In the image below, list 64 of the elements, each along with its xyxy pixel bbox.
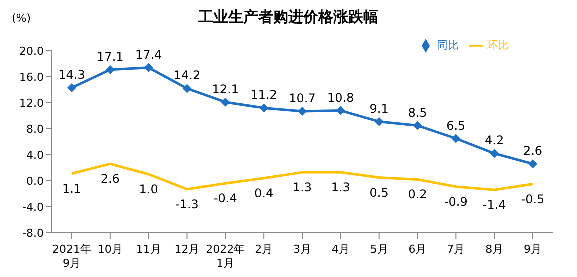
data-label: -1.3 [176,197,199,212]
x-tick-label: 11月 [136,243,162,256]
y-tick-label: -4.0 [22,200,44,214]
point [413,121,422,130]
data-label: 4.2 [485,134,504,148]
data-label: -0.5 [521,192,545,206]
x-tick-label: 2022年 1月 [206,243,246,270]
y-tick-label: 8.0 [26,122,44,136]
data-label: 12.1 [212,82,240,96]
point [260,104,269,113]
y-tick-label: 0.0 [26,174,44,188]
y-tick-label: -8.0 [22,226,44,240]
y-axis-title: (%) [12,12,32,25]
point [144,63,154,72]
data-label: 17.1 [97,50,124,64]
point [528,160,538,169]
y-tick-label: 20.0 [20,44,44,58]
data-label: 10.7 [289,91,316,106]
x-tick-label: 2月 [255,243,274,256]
x-tick-label: 4月 [332,243,350,256]
data-label: 1.1 [62,182,82,196]
x-tick-label: 8月 [486,243,504,256]
data-label: 1.3 [292,180,312,195]
point [68,84,76,93]
data-label: 14.3 [58,68,86,82]
point [221,98,230,107]
data-label: 17.4 [135,48,162,62]
data-label: 11.2 [250,88,278,102]
y-tick-label: 16.0 [20,70,44,84]
data-label: 9.1 [370,102,389,116]
data-label: -0.4 [214,192,238,206]
data-label: 10.8 [328,90,354,105]
point [452,134,461,144]
data-label: 8.5 [408,106,428,120]
chart-title: 工业生产者购进价格涨跌幅 [198,8,378,26]
point [182,84,192,94]
x-tick-label: 10月 [98,243,123,256]
data-label: 0.5 [370,186,389,200]
data-label: -0.9 [444,194,468,209]
data-label: 2.6 [523,144,543,158]
data-label: 6.5 [446,118,466,133]
legend-label: 同比 [437,39,459,52]
legend-label: 环比 [487,39,509,52]
point [298,106,307,116]
y-tick-label: 4.0 [26,148,44,162]
x-tick-label: 9月 [524,243,542,256]
point [106,65,115,74]
data-label: 1.3 [331,180,350,195]
data-label: 2.6 [100,172,120,186]
data-label: -1.4 [482,198,506,212]
x-tick-label: 5月 [370,243,388,256]
x-tick-label: 2021年 9月 [52,243,92,270]
data-label: 0.4 [254,186,274,200]
x-tick-label: 7月 [447,243,466,256]
data-label: 14.2 [174,68,201,83]
point [374,117,384,126]
point [336,106,346,116]
data-label: 0.2 [408,188,428,202]
x-tick-label: 3月 [294,243,312,256]
x-tick-label: 6月 [408,243,427,256]
point [490,149,500,158]
data-label: 1.0 [139,182,158,196]
x-tick-label: 12月 [174,243,200,256]
y-tick-label: 12.0 [20,96,44,110]
